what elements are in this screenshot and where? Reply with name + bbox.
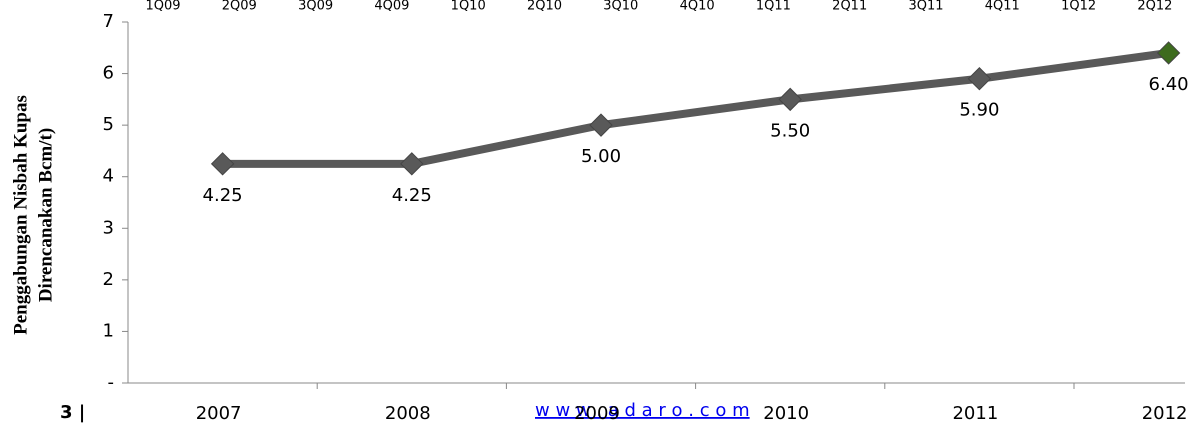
y-axis-label: Direncanakan Bcm/t) <box>35 128 56 302</box>
data-point <box>589 113 613 137</box>
y-tick-label: 6 <box>103 63 114 84</box>
data-label: 5.90 <box>959 100 999 121</box>
top-x-label: 1Q09 <box>145 0 180 14</box>
y-tick-label: - <box>108 372 115 393</box>
x-tick-label: 2011 <box>952 403 998 424</box>
website-link[interactable]: w w w . a d a r o . c o m <box>535 400 750 421</box>
x-tick-label: 2009 <box>574 403 620 424</box>
data-label: 6.40 <box>1149 74 1189 95</box>
top-x-label: 2Q12 <box>1137 0 1172 14</box>
x-tick-label: 2012 <box>1142 403 1188 424</box>
data-point <box>967 67 992 91</box>
data-label: 5.00 <box>581 146 621 167</box>
page-number: 3 | <box>60 402 85 423</box>
y-tick-label: 3 <box>103 217 114 238</box>
x-tick-label: 2007 <box>196 403 242 424</box>
data-label: 4.25 <box>203 185 243 206</box>
top-x-label: 2Q09 <box>222 0 257 14</box>
top-x-label: 2Q11 <box>832 0 867 14</box>
y-tick-label: 4 <box>103 166 114 187</box>
top-x-label: 4Q10 <box>680 0 715 14</box>
top-x-label: 1Q10 <box>451 0 486 14</box>
data-point <box>1156 41 1181 65</box>
top-x-label: 2Q10 <box>527 0 562 14</box>
top-x-label: 4Q09 <box>374 0 409 14</box>
website-link-text[interactable]: w w w . a d a r o . c o m <box>535 400 750 421</box>
data-point <box>400 152 424 176</box>
y-tick-label: 5 <box>103 114 114 135</box>
data-point <box>210 152 235 176</box>
y-tick-label: 7 <box>103 11 114 32</box>
data-label: 4.25 <box>392 185 432 206</box>
y-axis-label: Penggabungan Nisbah Kupas <box>10 95 31 335</box>
top-x-label: 1Q12 <box>1061 0 1096 14</box>
line-series <box>222 48 1170 168</box>
x-tick-label: 2008 <box>385 403 431 424</box>
y-tick-label: 2 <box>103 269 114 290</box>
top-x-label: 3Q10 <box>603 0 638 14</box>
x-tick-label: 2010 <box>763 403 809 424</box>
data-label: 5.50 <box>770 120 810 141</box>
top-x-label: 4Q11 <box>985 0 1020 14</box>
y-tick-label: 1 <box>103 320 114 341</box>
top-x-label: 1Q11 <box>756 0 791 14</box>
top-x-label: 3Q09 <box>298 0 333 14</box>
top-x-label: 3Q11 <box>908 0 943 14</box>
data-point <box>778 87 802 112</box>
